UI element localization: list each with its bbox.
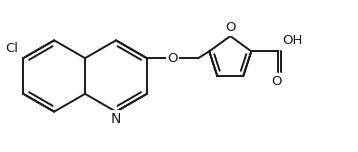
Text: N: N — [111, 112, 121, 126]
Text: Cl: Cl — [5, 42, 18, 55]
Text: OH: OH — [282, 34, 303, 47]
Text: O: O — [271, 75, 281, 88]
Text: O: O — [167, 52, 178, 65]
Text: O: O — [225, 21, 236, 34]
